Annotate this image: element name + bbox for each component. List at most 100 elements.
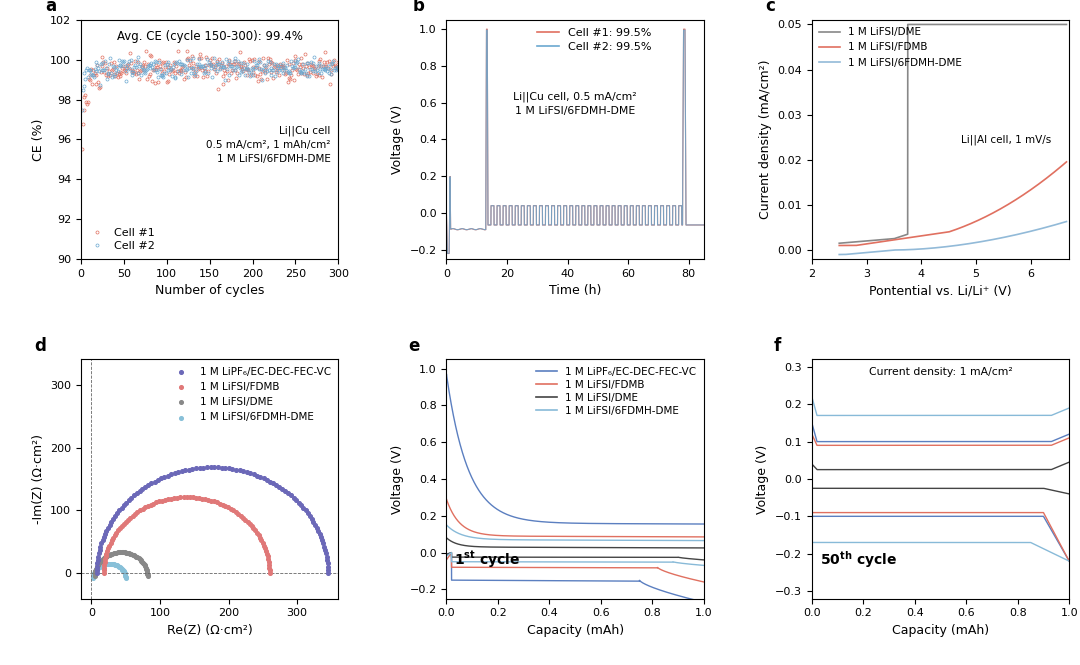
- 1 M LiPF₆/EC-DEC-FEC-VC: [194, 462, 212, 473]
- 1 M LiPF₆/EC-DEC-FEC-VC: [102, 519, 119, 530]
- 1 M LiFSI/DME: [124, 549, 141, 560]
- 1 M LiPF₆/EC-DEC-FEC-VC: [252, 471, 269, 482]
- 1 M LiPF₆/EC-DEC-FEC-VC: [319, 558, 336, 569]
- Y-axis label: CE (%): CE (%): [31, 118, 44, 161]
- 1 M LiFSI/6FDMH-DME: [114, 565, 132, 576]
- 1 M LiFSI/FDMB: [257, 545, 274, 556]
- 1 M LiFSI/DME: [127, 551, 145, 562]
- 1 M LiPF₆/EC-DEC-FEC-VC: [98, 525, 116, 536]
- 1 M LiPF₆/EC-DEC-FEC-VC: [91, 545, 108, 555]
- 1 M LiFSI/DME: [129, 552, 146, 563]
- 1 M LiFSI/6FDMH-DME: [85, 570, 103, 581]
- 1 M LiFSI/FDMB: [222, 503, 240, 514]
- 1 M LiFSI/FDMB: [248, 527, 266, 538]
- 1 M LiFSI/FDMB: [845, 241, 858, 249]
- 1 M LiFSI/FDMB: [153, 495, 171, 506]
- 1 M LiPF₆/EC-DEC-FEC-VC: [108, 508, 125, 519]
- 1 M LiFSI/6FDMH-DME: [84, 573, 102, 584]
- 1 M LiFSI/6FDMH-DME: [93, 560, 110, 571]
- 1 M LiPF₆/EC-DEC-FEC-VC: [248, 470, 266, 481]
- 1 M LiPF₆/EC-DEC-FEC-VC: [139, 479, 157, 490]
- 1 M LiFSI/FDMB: [113, 521, 131, 531]
- Legend: Cell #1: 99.5%, Cell #2: 99.5%: Cell #1: 99.5%, Cell #2: 99.5%: [535, 25, 653, 55]
- 1 M LiPF₆/EC-DEC-FEC-VC: [170, 467, 187, 477]
- 1 M LiFSI/FDMB: [126, 509, 144, 519]
- Line: Cell #2: Cell #2: [80, 56, 340, 111]
- 1 M LiFSI/DME: [104, 549, 121, 559]
- 1 M LiPF₆/EC-DEC-FEC-VC: [316, 545, 334, 555]
- Cell #2: [76, 106, 89, 114]
- 1 M LiPF₆/EC-DEC-FEC-VC: [265, 478, 282, 489]
- 1 M LiPF₆/EC-DEC-FEC-VC: [285, 493, 302, 503]
- 1 M LiPF₆/EC-DEC-FEC-VC: [297, 505, 314, 516]
- 1 M LiFSI/6FDMH-DME: [99, 559, 117, 569]
- 1 M LiPF₆/EC-DEC-FEC-VC: [159, 470, 176, 481]
- 1 M LiPF₆/EC-DEC-FEC-VC: [268, 479, 285, 490]
- 1 M LiFSI/FDMB: [200, 495, 217, 505]
- 1 M LiFSI/DME: [89, 561, 106, 572]
- 1 M LiPF₆/EC-DEC-FEC-VC: [187, 463, 204, 473]
- Text: e: e: [408, 336, 419, 354]
- 1 M LiFSI/FDMB: [203, 495, 220, 506]
- 1 M LiFSI/DME: [130, 553, 147, 563]
- 1 M LiPF₆/EC-DEC-FEC-VC: [110, 505, 127, 516]
- 1 M LiPF₆/EC-DEC-FEC-VC: [107, 511, 124, 521]
- 1 M LiPF₆/EC-DEC-FEC-VC: [319, 555, 336, 565]
- 1 M LiPF₆/EC-DEC-FEC-VC: [125, 490, 143, 501]
- 1 M LiFSI/DME: [99, 550, 117, 561]
- X-axis label: Re(Z) (Ω·cm²): Re(Z) (Ω·cm²): [166, 624, 253, 637]
- 1 M LiPF₆/EC-DEC-FEC-VC: [303, 513, 321, 524]
- 1 M LiPF₆/EC-DEC-FEC-VC: [89, 561, 106, 572]
- 1 M LiPF₆/EC-DEC-FEC-VC: [224, 464, 241, 474]
- 1 M LiPF₆/EC-DEC-FEC-VC: [95, 532, 112, 543]
- 1 M LiFSI/6FDMH-DME: [845, 250, 858, 258]
- 1 M LiFSI/DME: [114, 547, 132, 558]
- Text: Current density: 1 mA/cm²: Current density: 1 mA/cm²: [868, 366, 1012, 376]
- 1 M LiPF₆/EC-DEC-FEC-VC: [123, 493, 140, 503]
- 1 M LiPF₆/EC-DEC-FEC-VC: [91, 548, 108, 559]
- 1 M LiFSI/FDMB: [230, 509, 247, 519]
- 1 M LiFSI/6FDMH-DME: [116, 567, 133, 577]
- 1 M LiPF₆/EC-DEC-FEC-VC: [120, 495, 137, 505]
- 1 M LiPF₆/EC-DEC-FEC-VC: [199, 462, 216, 473]
- 1 M LiFSI/FDMB: [145, 498, 162, 509]
- 1 M LiFSI/FDMB: [241, 518, 258, 529]
- 1 M LiFSI/DME: [86, 566, 104, 577]
- Y-axis label: -Im(Z) (Ω·cm²): -Im(Z) (Ω·cm²): [31, 434, 44, 524]
- 1 M LiFSI/6FDMH-DME: [85, 569, 103, 579]
- 1 M LiFSI/FDMB: [239, 516, 256, 527]
- 1 M LiPF₆/EC-DEC-FEC-VC: [89, 555, 106, 565]
- 1 M LiFSI/FDMB: [252, 533, 269, 543]
- 1 M LiFSI/FDMB: [212, 498, 229, 509]
- 1 M LiFSI/DME: [97, 551, 114, 562]
- 1 M LiPF₆/EC-DEC-FEC-VC: [310, 525, 327, 536]
- 1 M LiFSI/6FDMH-DME: [107, 559, 124, 570]
- Y-axis label: Voltage (V): Voltage (V): [756, 444, 769, 513]
- Cell #2: [309, 67, 322, 75]
- 1 M LiFSI/FDMB: [175, 492, 192, 503]
- 1 M LiFSI/FDMB: [258, 549, 275, 559]
- 1 M LiPF₆/EC-DEC-FEC-VC: [118, 497, 135, 508]
- 1 M LiPF₆/EC-DEC-FEC-VC: [217, 463, 234, 473]
- 1 M LiFSI/FDMB: [119, 514, 136, 525]
- Line: 1 M LiFSI/FDMB: 1 M LiFSI/FDMB: [839, 162, 1066, 245]
- 1 M LiFSI/FDMB: [148, 497, 165, 508]
- Text: d: d: [35, 336, 46, 354]
- 1 M LiFSI/FDMB: [102, 537, 119, 548]
- 1 M LiFSI/DME: [1053, 21, 1066, 29]
- 1 M LiFSI/6FDMH-DME: [91, 561, 108, 572]
- 1 M LiFSI/DME: [109, 547, 126, 558]
- 1 M LiPF₆/EC-DEC-FEC-VC: [312, 532, 329, 543]
- Cell #2: [292, 55, 305, 63]
- 1 M LiFSI/FDMB: [228, 507, 245, 517]
- 1 M LiFSI/FDMB: [97, 551, 114, 562]
- 1 M LiFSI/DME: [87, 565, 105, 575]
- 1 M LiFSI/FDMB: [214, 499, 231, 510]
- 1 M LiPF₆/EC-DEC-FEC-VC: [261, 476, 279, 487]
- 1 M LiFSI/DME: [126, 551, 144, 561]
- 1 M LiPF₆/EC-DEC-FEC-VC: [258, 475, 275, 485]
- 1 M LiFSI/FDMB: [150, 496, 167, 507]
- 1 M LiFSI/DME: [90, 559, 107, 569]
- Text: $\mathbf{1^{st}}$ cycle: $\mathbf{1^{st}}$ cycle: [455, 549, 521, 570]
- 1 M LiFSI/6FDMH-DME: [110, 561, 127, 572]
